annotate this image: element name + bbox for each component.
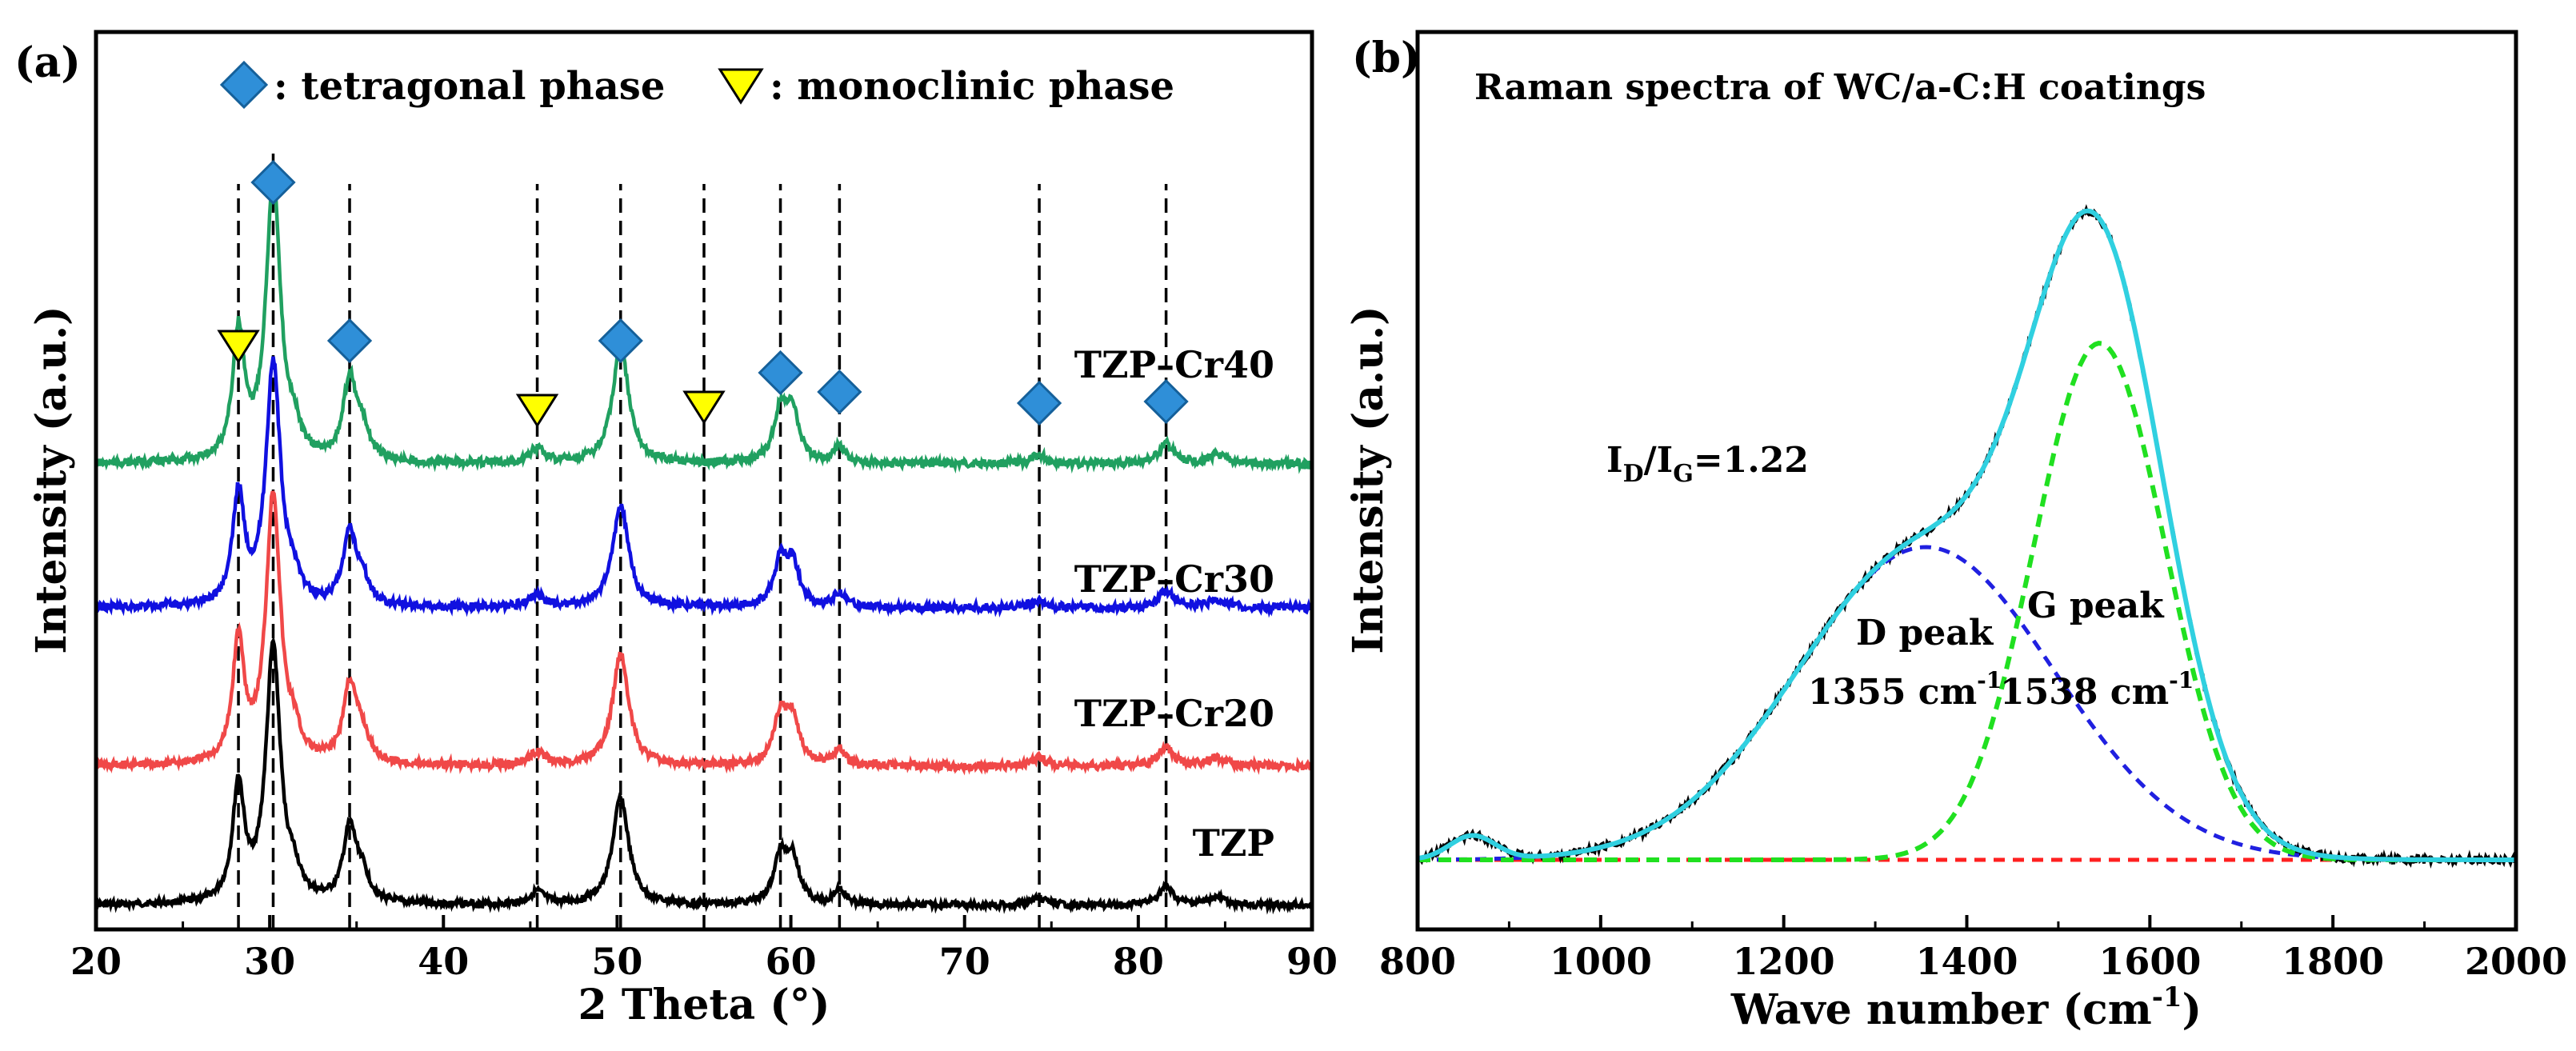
raman-g-fit [1418, 341, 2516, 862]
xrd-series-3 [94, 356, 1314, 618]
x-tick-label: 1600 [2098, 940, 2201, 983]
series-label-tzp-cr20: TZP–Cr20 [1074, 692, 1274, 735]
ratio-label: ID/IG=1.22 [1606, 440, 1809, 488]
tetragonal-marker-icon [1016, 380, 1062, 426]
x-tick-label: 50 [591, 940, 642, 983]
x-tick-label: 40 [418, 940, 469, 983]
x-tick-label: 1200 [1733, 940, 1835, 983]
tetragonal-marker-icon [326, 318, 373, 364]
series-label-tzp: TZP [1193, 821, 1274, 865]
panel-b-frame [1415, 30, 2518, 932]
xrd-series-2 [94, 490, 1314, 776]
x-tick-label: 1400 [1915, 940, 2018, 983]
tetragonal-marker-icon [817, 369, 862, 415]
x-tick-label: 90 [1286, 940, 1338, 983]
panel-b-title: Raman spectra of WC/a-C:H coatings [1474, 67, 2206, 108]
monoclinic-marker-icon [515, 394, 559, 428]
monoclinic-marker-icon [217, 330, 260, 364]
x-tick-label: 2000 [2465, 940, 2567, 983]
legend-diamond-icon [219, 60, 269, 110]
panel-b-x-ticks: 800 1000 1200 1400 1600 1800 2000 [1379, 915, 2567, 983]
panel-b: (b) 800 1000 1200 1400 1600 1800 2000 Raman sp… [1344, 30, 2567, 1034]
raman-total-fit [1417, 208, 2516, 862]
x-tick-label: 70 [939, 940, 990, 983]
panel-a-x-axis-label: 2 Theta (°) [578, 981, 830, 1029]
panel-a-legend: : tetragonal phase : monoclinic phase [219, 60, 1174, 110]
panel-b-plot [1416, 204, 2518, 869]
panel-a-label: (a) [14, 38, 81, 87]
x-tick-label: 20 [70, 940, 122, 983]
series-label-tzp-cr40: TZP–Cr40 [1074, 343, 1274, 386]
panel-a-y-axis-label: Intensity (a.u.) [27, 306, 76, 653]
x-tick-label: 60 [766, 940, 817, 983]
legend-triangle-icon [718, 68, 764, 105]
x-tick-label: 800 [1379, 940, 1456, 983]
legend-tetragonal-label: : tetragonal phase [274, 64, 665, 109]
tetragonal-marker-icon [250, 159, 296, 206]
tetragonal-marker-icon [598, 318, 643, 364]
d-peak-label: D peak [1856, 613, 1994, 653]
x-tick-label: 30 [244, 940, 295, 983]
xrd-series-4 [94, 174, 1314, 474]
monoclinic-marker-icon [682, 390, 726, 425]
panel-b-y-axis-label: Intensity (a.u.) [1344, 306, 1393, 653]
series-label-tzp-cr30: TZP–Cr30 [1074, 557, 1274, 601]
panel-a: (a) 20 30 40 50 60 70 80 90 : tetragonal phase … [14, 30, 1338, 1029]
panel-b-x-axis-label: Wave number (cm-1) [1730, 981, 2202, 1034]
x-tick-label: 1800 [2282, 940, 2384, 983]
x-tick-label: 1000 [1550, 940, 1652, 983]
legend-monoclinic-label: : monoclinic phase [770, 64, 1174, 109]
raman-measured [1416, 204, 2518, 869]
tetragonal-marker-icon [1143, 378, 1189, 425]
d-peak-position: 1355 cm-1 [1808, 667, 2002, 713]
x-tick-label: 80 [1113, 940, 1164, 983]
panel-a-plot [94, 152, 1314, 929]
panel-a-x-ticks: 20 30 40 50 60 70 80 90 [70, 915, 1338, 983]
g-peak-label: G peak [2027, 585, 2165, 626]
panel-b-label: (b) [1352, 34, 1421, 82]
tetragonal-marker-icon [758, 350, 803, 396]
g-peak-position: 1538 cm-1 [2000, 667, 2194, 713]
xrd-series-1 [94, 636, 1314, 915]
